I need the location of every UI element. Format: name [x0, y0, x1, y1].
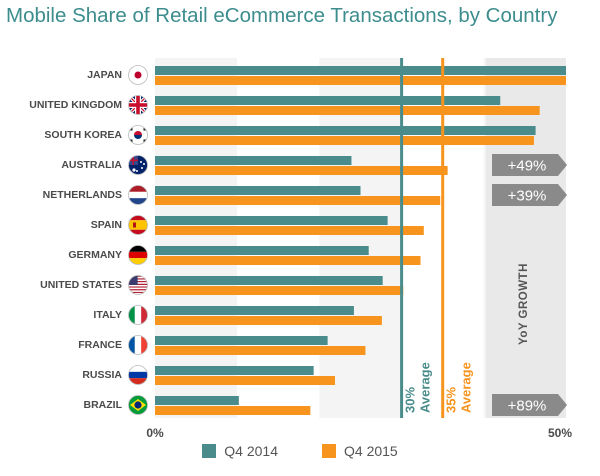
- bar-q4-2015-france: [155, 346, 366, 355]
- average-label-35-: 35%Average: [444, 362, 474, 413]
- category-labels: JAPAN UNITED KINGDOM SOUTH KOREA AUSTRALIA N…: [29, 69, 122, 411]
- australia-flag-icon: [128, 155, 148, 175]
- category-label-brazil: BRAZIL: [84, 399, 123, 411]
- category-label-australia: AUSTRALIA: [61, 159, 122, 171]
- category-label-germany: GERMANY: [68, 249, 122, 261]
- bar-q4-2015-italy: [155, 316, 382, 325]
- growth-label-brazil: +89%: [508, 398, 547, 415]
- bar-q4-2014-netherlands: [155, 186, 361, 195]
- average-value: 35%: [444, 387, 459, 413]
- average-sublabel: Average: [418, 362, 433, 413]
- flags: [128, 65, 148, 415]
- bar-q4-2015-brazil: [155, 406, 311, 415]
- bar-q4-2015-russia: [155, 376, 336, 385]
- growth-column-label: YoY GROWTH: [518, 263, 530, 345]
- bar-q4-2015-germany: [155, 256, 421, 265]
- legend-label-q4-2014: Q4 2014: [224, 443, 278, 459]
- bar-q4-2014-spain: [155, 216, 388, 225]
- italy-flag-icon: [128, 305, 148, 325]
- growth-label-netherlands: +39%: [508, 188, 547, 205]
- grid-band: [237, 58, 320, 418]
- bar-q4-2015-united-kingdom: [155, 106, 540, 115]
- netherlands-flag-icon: [128, 185, 148, 205]
- germany-flag-icon: [128, 245, 148, 265]
- france-flag-icon: [128, 335, 148, 355]
- bars: [155, 66, 566, 415]
- growth-label-australia: +49%: [508, 158, 547, 175]
- brazil-flag-icon: [128, 395, 148, 415]
- legend-swatch-q4-2015: [322, 444, 336, 458]
- bar-q4-2014-germany: [155, 246, 369, 255]
- average-sublabel: Average: [459, 362, 474, 413]
- legend-item-q4-2015: Q4 2015: [322, 443, 398, 459]
- spain-flag-icon: [128, 215, 148, 235]
- category-label-italy: ITALY: [93, 309, 122, 321]
- growth-tag-australia: [492, 154, 567, 176]
- bar-q4-2015-netherlands: [155, 196, 441, 205]
- bar-q4-2014-brazil: [155, 396, 239, 405]
- usa-flag-icon: [128, 275, 148, 295]
- bar-q4-2014-south-korea: [155, 126, 536, 135]
- growth-tag-netherlands: [492, 184, 567, 206]
- bar-q4-2014-australia: [155, 156, 352, 165]
- x-tick-label-0: 0%: [146, 426, 164, 440]
- chart-title: Mobile Share of Retail eCommerce Transac…: [6, 4, 558, 27]
- average-lines: 30%Average 35%Average: [400, 58, 474, 418]
- bar-q4-2014-france: [155, 336, 328, 345]
- grid-band: [155, 58, 238, 418]
- x-tick-label-50: 50%: [548, 426, 572, 440]
- category-label-south-korea: SOUTH KOREA: [44, 129, 122, 141]
- growth-column: [486, 58, 566, 418]
- category-label-netherlands: NETHERLANDS: [43, 189, 122, 201]
- category-label-united-kingdom: UNITED KINGDOM: [29, 99, 122, 111]
- category-label-japan: JAPAN: [87, 69, 122, 81]
- bar-q4-2015-united-states: [155, 286, 404, 295]
- category-label-united-states: UNITED STATES: [40, 279, 122, 291]
- bar-q4-2015-australia: [155, 166, 448, 175]
- average-value: 30%: [403, 387, 418, 413]
- japan-flag-icon: [128, 65, 148, 85]
- legend: Q4 2014 Q4 2015: [0, 443, 600, 459]
- growth-tag-brazil: [492, 394, 567, 416]
- bar-q4-2014-italy: [155, 306, 354, 315]
- category-label-russia: RUSSIA: [82, 369, 122, 381]
- growth-callouts: YoY GROWTH +49% +39% +89%: [492, 154, 567, 416]
- russia-flag-icon: [128, 365, 148, 385]
- bar-q4-2014-russia: [155, 366, 314, 375]
- category-label-france: FRANCE: [78, 339, 122, 351]
- south-korea-flag-icon: [128, 125, 148, 145]
- legend-label-q4-2015: Q4 2015: [344, 443, 398, 459]
- uk-flag-icon: [128, 95, 148, 115]
- x-axis: 0% 50%: [146, 426, 572, 440]
- bar-q4-2015-spain: [155, 226, 424, 235]
- bar-q4-2014-united-states: [155, 276, 383, 285]
- bar-q4-2015-japan: [155, 76, 566, 85]
- bar-q4-2015-south-korea: [155, 136, 534, 145]
- average-label-30-: 30%Average: [403, 362, 433, 413]
- bar-q4-2014-united-kingdom: [155, 96, 501, 105]
- growth-column-bg: [486, 58, 566, 418]
- legend-item-q4-2014: Q4 2014: [202, 443, 278, 459]
- legend-swatch-q4-2014: [202, 444, 217, 458]
- category-label-spain: SPAIN: [91, 219, 122, 231]
- grid-band: [319, 58, 402, 418]
- bar-q4-2014-japan: [155, 66, 566, 75]
